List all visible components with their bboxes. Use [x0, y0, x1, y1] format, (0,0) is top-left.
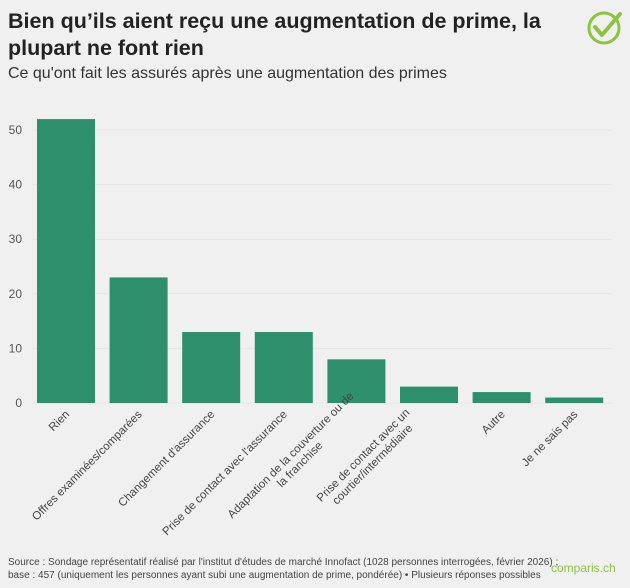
y-tick-label: 40 [9, 178, 23, 192]
y-tick-label: 50 [9, 123, 23, 137]
bar [472, 392, 531, 403]
brand-logo: comparis.ch [551, 561, 616, 575]
bar [109, 277, 168, 403]
chart-subtitle: Ce qu'ont fait les assurés après une aug… [8, 65, 447, 82]
x-tick-label: Rien [47, 409, 72, 434]
x-tick-label: Adaptation de la couverture ou dela fran… [226, 390, 366, 530]
chart-title: Bien qu’ils aient reçu une augmentation … [8, 9, 541, 60]
bar [545, 397, 604, 403]
bar [327, 359, 386, 403]
y-tick-label: 10 [9, 341, 23, 355]
y-tick-label: 0 [15, 396, 22, 410]
source-line-2: base : 457 (uniquement les personnes aya… [8, 570, 541, 581]
bar [400, 386, 458, 403]
bar [37, 119, 95, 403]
source-line-1: Source : Sondage représentatif réalisé p… [8, 557, 559, 568]
check-logo-icon [587, 11, 622, 45]
source-note: Source : Sondage représentatif réalisé p… [8, 556, 558, 582]
x-tick-label: Autre [480, 409, 508, 437]
y-tick-label: 30 [9, 232, 23, 246]
bar [254, 332, 313, 403]
x-tick-label: Je ne sais pas [520, 408, 581, 469]
bar [182, 332, 241, 403]
y-tick-label: 20 [9, 287, 23, 301]
